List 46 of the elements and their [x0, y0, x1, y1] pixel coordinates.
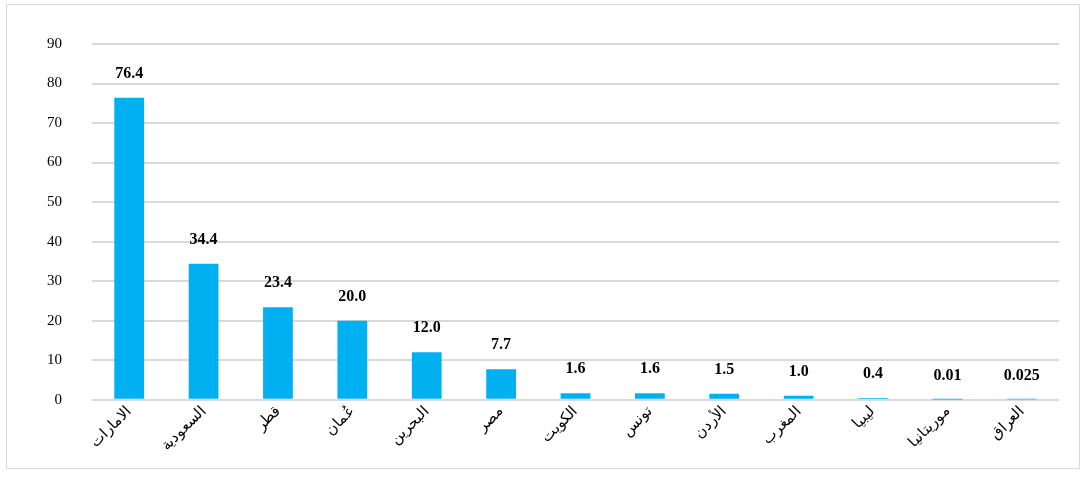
y-tick-label: 30 — [47, 272, 62, 289]
y-tick-label: 10 — [47, 351, 62, 368]
y-tick-label: 40 — [47, 232, 62, 249]
x-tick-label: السعودية — [157, 402, 210, 455]
bar — [783, 395, 814, 399]
x-tick-label: المغرب — [759, 402, 805, 448]
y-tick-label: 20 — [47, 311, 62, 328]
bar — [114, 97, 145, 399]
data-label: 1.5 — [714, 359, 735, 377]
bar — [411, 352, 442, 399]
x-tick-label: البحرين — [387, 402, 433, 448]
data-label: 20.0 — [338, 286, 367, 304]
bar — [709, 393, 740, 399]
x-tick-label: تونس — [618, 402, 656, 440]
x-tick-label: عُمان — [321, 401, 358, 438]
y-tick-label: 70 — [47, 113, 62, 130]
data-label: 0.01 — [933, 365, 962, 383]
data-label: 7.7 — [491, 335, 512, 353]
y-tick-label: 50 — [47, 193, 62, 210]
y-tick-label: 0 — [54, 390, 62, 407]
x-tick-label: ليبيا — [848, 402, 878, 432]
bar — [337, 320, 368, 399]
data-label: 0.4 — [863, 364, 884, 382]
bar — [263, 307, 293, 399]
bar — [560, 393, 591, 399]
x-tick-label: قطر — [251, 402, 284, 435]
x-tick-label: الأردن — [690, 401, 730, 442]
bar — [635, 393, 665, 399]
x-tick-label: العراق — [987, 402, 1028, 443]
data-label: 76.4 — [115, 63, 144, 81]
bar — [188, 263, 219, 399]
y-tick-label: 60 — [47, 153, 62, 170]
x-tick-label: الكويت — [537, 402, 582, 446]
x-tick-label: مصر — [473, 402, 507, 436]
data-label: 0.025 — [1003, 365, 1040, 383]
data-label: 12.0 — [412, 318, 441, 336]
y-tick-label: 90 — [47, 34, 62, 51]
data-label: 1.6 — [639, 359, 660, 377]
x-tick-label: موريتانيا — [904, 402, 954, 451]
data-label: 1.0 — [788, 361, 809, 379]
x-tick-label: الامارات — [86, 402, 135, 451]
data-label: 34.4 — [189, 229, 218, 247]
data-label: 1.6 — [565, 359, 586, 377]
data-label: 23.4 — [263, 273, 292, 291]
bar — [486, 369, 516, 399]
y-tick-label: 80 — [47, 74, 62, 91]
